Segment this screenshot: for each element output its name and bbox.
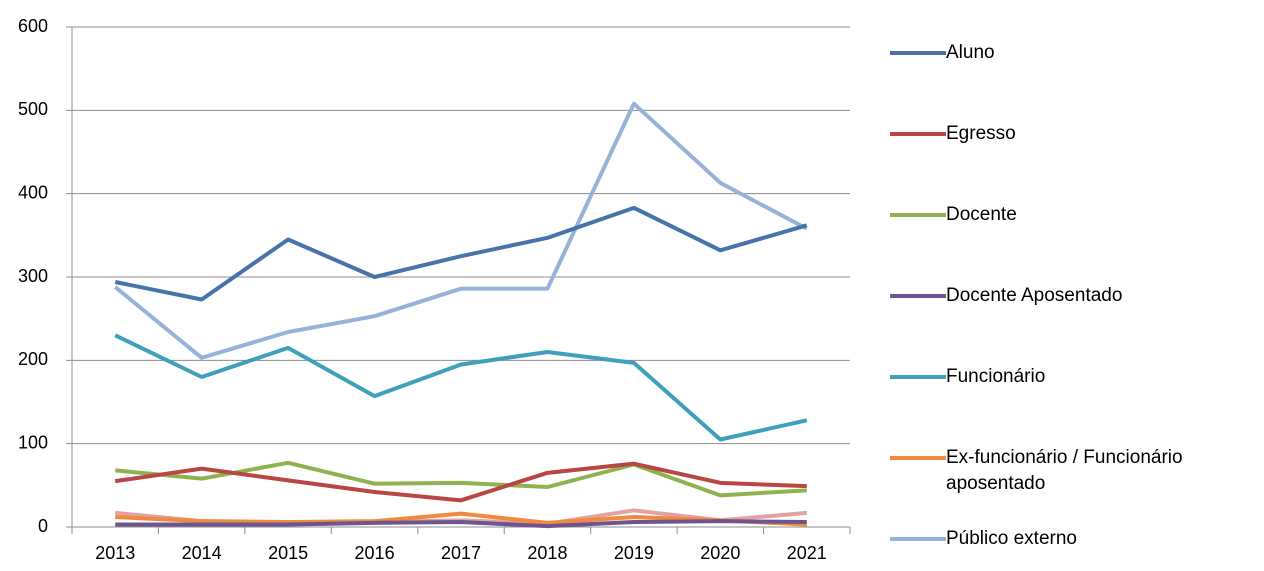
y-tick-label: 400 <box>18 182 48 202</box>
y-tick-label: 100 <box>18 432 48 452</box>
y-tick-label: 300 <box>18 266 48 286</box>
x-tick-label: 2017 <box>441 543 481 563</box>
y-tick-label: 0 <box>38 516 48 536</box>
series-line <box>115 511 807 527</box>
series-line <box>114 205 808 302</box>
legend-entry: Docente Aposentado <box>890 283 1246 309</box>
legend-swatch <box>890 537 946 541</box>
legend-entry: Ex-funcionário / Funcionário aposentado <box>890 445 1246 497</box>
legend-entry: Funcionário <box>890 364 1246 390</box>
legend-swatch <box>890 294 946 298</box>
x-tick-label: 2021 <box>787 543 827 563</box>
series-line <box>114 461 807 503</box>
legend-swatch <box>890 456 946 460</box>
x-tick-label: 2019 <box>614 543 654 563</box>
legend-entry: Docente <box>890 202 1246 228</box>
legend-swatch <box>890 375 946 379</box>
y-tick-label: 600 <box>18 16 48 36</box>
series-line <box>113 101 808 360</box>
legend-swatch <box>890 51 946 55</box>
legend-entry: Aluno <box>890 40 1246 66</box>
legend-label: Público externo <box>946 528 1077 549</box>
series-line <box>115 519 807 529</box>
legend-label: Docente Aposentado <box>946 285 1123 306</box>
legend-label: Aluno <box>946 42 995 63</box>
series-line <box>114 333 808 442</box>
y-tick-label: 500 <box>18 99 48 119</box>
y-tick-label: 200 <box>18 349 48 369</box>
legend-entry: Egresso <box>890 121 1246 147</box>
legend-label: Egresso <box>946 123 1016 144</box>
legend-label: Ex-funcionário / Funcionário aposentado <box>946 447 1183 494</box>
x-tick-label: 2016 <box>355 543 395 563</box>
x-tick-label: 2018 <box>527 543 567 563</box>
legend-label: Docente <box>946 204 1017 225</box>
x-tick-label: 2014 <box>182 543 222 563</box>
legend-entry: Público externo <box>890 526 1246 552</box>
legend-label: Funcionário <box>946 366 1046 387</box>
x-tick-label: 2020 <box>700 543 740 563</box>
x-tick-label: 2015 <box>268 543 308 563</box>
legend-swatch <box>890 213 946 217</box>
x-tick-label: 2013 <box>95 543 135 563</box>
legend-swatch <box>890 132 946 136</box>
